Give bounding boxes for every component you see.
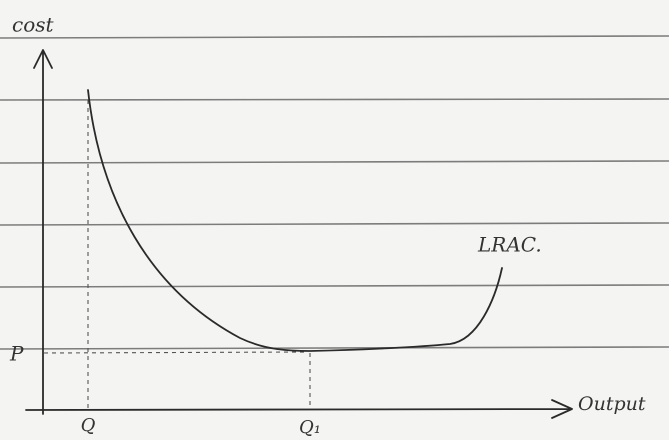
y-axis-label: cost xyxy=(12,13,55,37)
x-axis-label: Output xyxy=(578,393,646,415)
price-label: P xyxy=(9,342,24,366)
curve-label: LRAC. xyxy=(477,233,542,257)
rule-line xyxy=(0,99,669,100)
diagram: cost Output P Q Q₁ LRAC. xyxy=(0,0,669,440)
quantity-label: Q xyxy=(81,415,96,436)
quantity-min-label: Q₁ xyxy=(299,417,321,438)
paper xyxy=(0,0,669,440)
